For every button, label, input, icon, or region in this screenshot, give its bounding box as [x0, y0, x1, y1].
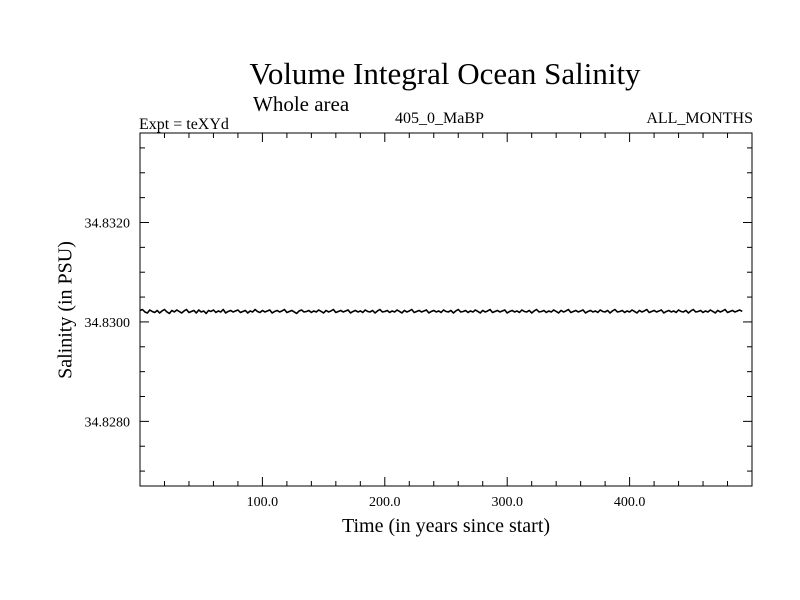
- axis-tick-labels: 100.0 200.0 300.0 400.0 34.8280 34.8300 34.832…: [85, 216, 646, 510]
- period-label: 405_0_MaBP: [395, 110, 484, 127]
- chart-title: Volume Integral Ocean Salinity: [249, 56, 641, 91]
- y-axis-label: Salinity (in PSU): [54, 241, 77, 379]
- x-axis-label: Time (in years since start): [341, 515, 551, 537]
- series-line-salinity: [139, 308, 743, 315]
- x-tick-label: 100.0: [247, 495, 279, 510]
- y-tick-label: 34.8280: [85, 415, 131, 430]
- plot-area-frame: [139, 132, 753, 487]
- chart-subtitle: Whole area: [253, 92, 350, 116]
- months-label: ALL_MONTHS: [646, 110, 753, 127]
- experiment-label: Expt = teXYd: [139, 116, 229, 133]
- x-tick-label: 200.0: [369, 495, 401, 510]
- x-tick-label: 300.0: [491, 495, 523, 510]
- x-tick-label: 400.0: [614, 495, 646, 510]
- y-tick-label: 34.8320: [85, 216, 131, 231]
- axis-ticks: [140, 133, 752, 486]
- y-tick-label: 34.8300: [85, 316, 131, 331]
